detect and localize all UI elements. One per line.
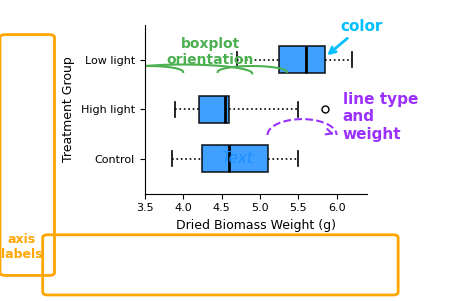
Text: line type
and
weight: line type and weight (343, 92, 418, 141)
FancyBboxPatch shape (279, 46, 325, 73)
Y-axis label: Treatment Group: Treatment Group (63, 56, 75, 162)
Text: Text: Text (221, 151, 253, 166)
FancyBboxPatch shape (199, 95, 229, 123)
FancyBboxPatch shape (202, 145, 267, 172)
Text: boxplot
orientation: boxplot orientation (166, 37, 254, 67)
X-axis label: Dried Biomass Weight (g): Dried Biomass Weight (g) (176, 219, 336, 232)
Text: color: color (329, 19, 383, 53)
Text: axis
labels: axis labels (0, 233, 42, 261)
